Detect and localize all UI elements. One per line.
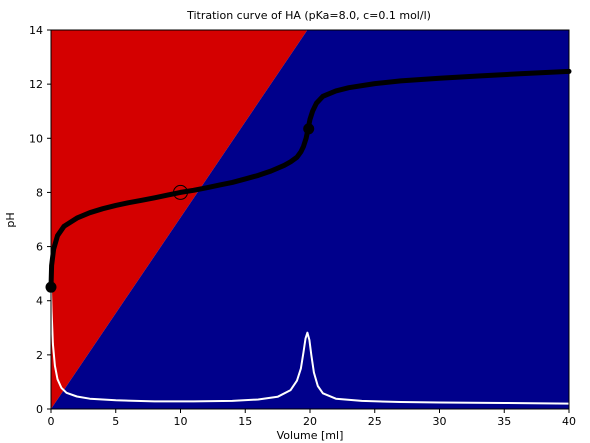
half-equivalence-marker-1 [173,184,188,200]
y-axis: 0 2 4 6 8 10 12 14 [29,24,51,416]
y-axis-label: pH [4,212,17,227]
x-axis-label: Volume [ml] [277,429,344,442]
chart-title: Titration curve of HA (pKa=8.0, c=0.1 mo… [186,9,431,22]
background-regions [51,30,569,409]
x-tick-label: 30 [433,415,447,428]
series-line-1 [50,288,570,405]
point-marker-2 [303,123,315,135]
series-line-0 [48,68,572,290]
x-tick-label: 25 [368,415,382,428]
x-tick-label: 15 [238,415,252,428]
y-tick-label: 8 [36,186,43,199]
x-tick-label: 35 [497,415,511,428]
y-tick-label: 12 [29,78,43,91]
x-tick-label: 20 [303,415,317,428]
y-tick-label: 4 [36,295,43,308]
x-axis: 0 5 10 15 20 25 30 35 40 [48,409,576,428]
y-tick-label: 6 [36,241,43,254]
x-tick-label: 5 [112,415,119,428]
y-tick-label: 14 [29,24,43,37]
x-tick-label: 40 [562,415,576,428]
markers-layer [45,123,315,293]
y-tick-label: 0 [36,403,43,416]
y-tick-label: 10 [29,132,43,145]
region-1 [51,30,569,409]
series-layer [48,68,572,405]
y-tick-label: 2 [36,349,43,362]
x-tick-label: 10 [174,415,188,428]
x-tick-label: 0 [48,415,55,428]
